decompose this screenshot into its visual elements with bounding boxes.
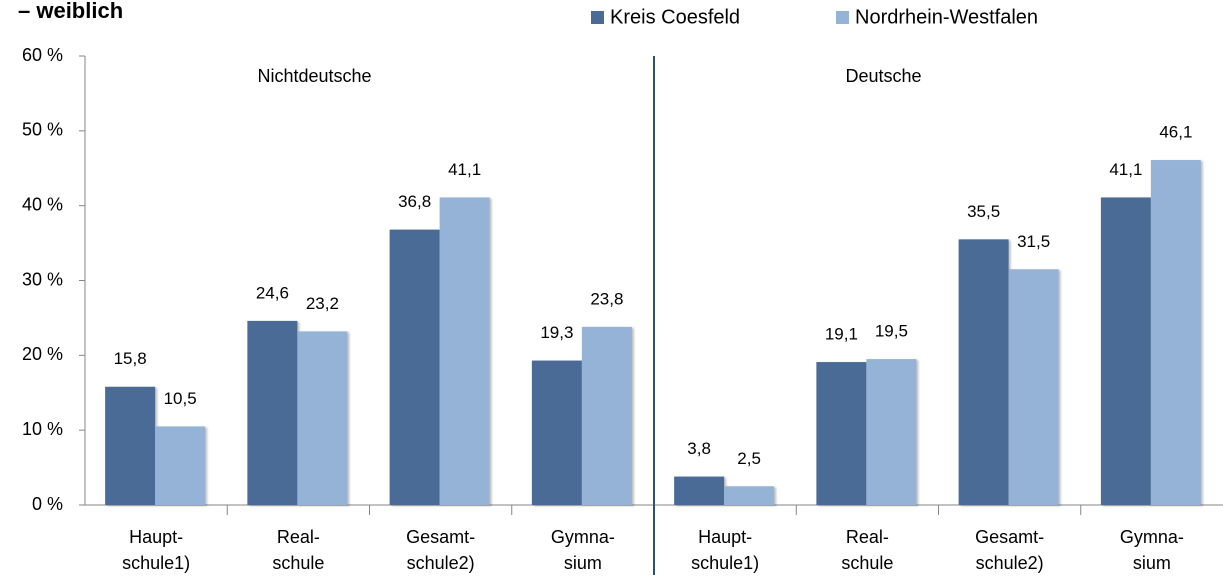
- data-label: 3,8: [687, 439, 711, 458]
- legend-label: Nordrhein-Westfalen: [855, 6, 1038, 28]
- bar: [1150, 160, 1201, 506]
- bar: [155, 426, 206, 505]
- data-label: 41,1: [1109, 160, 1142, 179]
- data-label: 24,6: [256, 283, 289, 302]
- data-label: 46,1: [1159, 123, 1192, 142]
- data-label: 19,1: [825, 325, 858, 344]
- x-tick-label: Real- schule: [841, 527, 894, 573]
- bar: [247, 320, 298, 505]
- y-tick-label: 30 %: [22, 269, 63, 289]
- x-tick-label: Haupt- schule1): [122, 527, 191, 573]
- bar: [816, 362, 867, 505]
- y-tick-label: 50 %: [22, 120, 63, 140]
- bar: [389, 229, 440, 505]
- y-tick-label: 0 %: [32, 494, 63, 514]
- x-tick-label: Gymna- sium: [550, 527, 615, 573]
- group-label: Deutsche: [845, 66, 921, 86]
- y-tick-label: 60 %: [22, 45, 63, 65]
- x-tick-label: Gesamt- schule2): [975, 527, 1045, 573]
- bar: [439, 197, 490, 505]
- bar: [1100, 197, 1151, 505]
- bar: [724, 486, 775, 505]
- chart-title: – weiblich: [18, 0, 123, 23]
- y-tick-label: 20 %: [22, 344, 63, 364]
- legend-label: Kreis Coesfeld: [610, 6, 740, 28]
- bar: [674, 476, 725, 505]
- data-label: 31,5: [1017, 232, 1050, 251]
- data-label: 23,2: [306, 294, 339, 313]
- legend-swatch: [591, 11, 604, 24]
- y-tick-label: 40 %: [22, 194, 63, 214]
- data-label: 19,5: [875, 322, 908, 341]
- group-label: Nichtdeutsche: [257, 66, 371, 86]
- bar: [581, 326, 632, 505]
- data-label: 10,5: [164, 389, 197, 408]
- legend-swatch: [836, 11, 849, 24]
- bar: [958, 239, 1009, 505]
- data-label: 36,8: [398, 192, 431, 211]
- bar: [297, 331, 348, 505]
- x-tick-label: Haupt- schule1): [691, 527, 760, 573]
- bar: [105, 386, 156, 505]
- data-label: 2,5: [737, 449, 761, 468]
- data-label: 15,8: [114, 349, 147, 368]
- bar: [531, 360, 582, 505]
- bar: [1008, 269, 1059, 505]
- data-label: 19,3: [540, 323, 573, 342]
- y-tick-label: 10 %: [22, 419, 63, 439]
- bar: [866, 359, 917, 505]
- x-tick-label: Real- schule: [272, 527, 325, 573]
- x-tick-label: Gymna- sium: [1119, 527, 1184, 573]
- x-tick-label: Gesamt- schule2): [406, 527, 476, 573]
- data-label: 41,1: [448, 160, 481, 179]
- data-label: 35,5: [967, 202, 1000, 221]
- data-label: 23,8: [590, 289, 623, 308]
